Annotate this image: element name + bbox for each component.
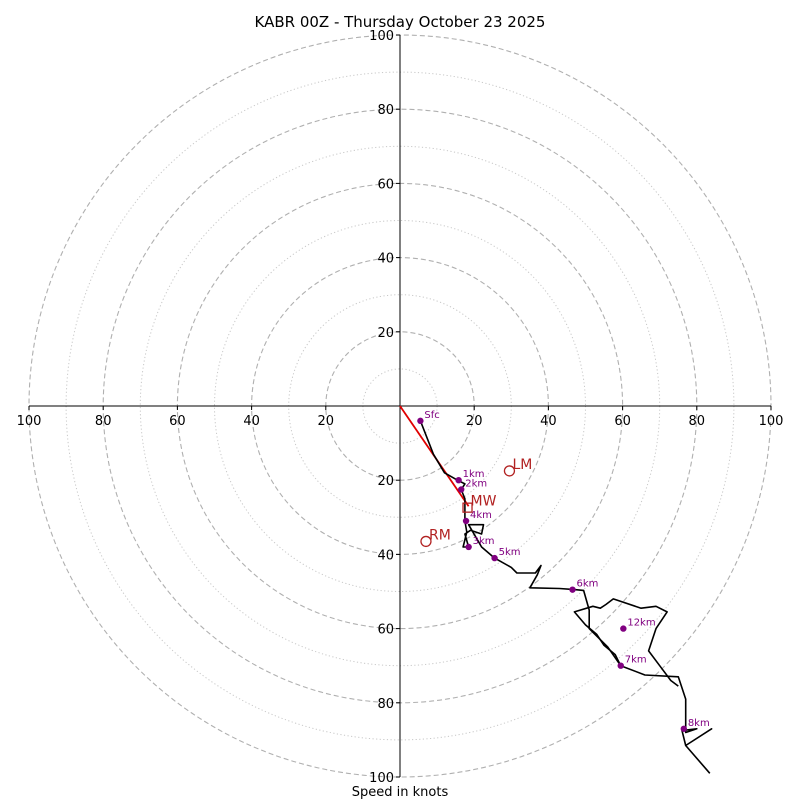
storm-motion-circle [503, 465, 516, 477]
height-marker-label: 3km [473, 536, 495, 547]
tick-labels: 100 80 60 40 20 20 40 60 80 100 100 80 60 40 20 20 40 60 8… [17, 29, 784, 786]
height-marker-label: 2km [465, 478, 487, 489]
y-tick-label: 40 [377, 252, 394, 267]
height-marker-dot [465, 543, 472, 551]
storm-motion-square [462, 502, 473, 513]
height-marker-dot [617, 662, 624, 669]
height-marker-dot [491, 554, 498, 562]
storm-motion-label: LM [512, 457, 532, 473]
x-tick-label: 40 [540, 414, 557, 429]
upper-wind-trace-line [573, 598, 679, 687]
height-marker-dot [417, 417, 424, 425]
storm-motion-circle [420, 535, 432, 548]
y-tick-label: 100 [369, 29, 394, 44]
x-tick-label: 80 [95, 414, 112, 429]
storm-motion-label: RM [429, 527, 451, 543]
height-marker-label: 12km [627, 618, 655, 629]
height-marker-label: Sfc [424, 410, 439, 421]
y-tick-label: 40 [377, 548, 394, 563]
x-tick-label: 80 [689, 414, 706, 429]
height-marker-dot [620, 625, 627, 632]
height-marker-dot [680, 725, 688, 732]
height-marker-dot [569, 586, 576, 593]
y-tick-label: 20 [377, 474, 394, 489]
x-tick-label: 100 [759, 414, 784, 429]
wind-traces [399, 405, 713, 774]
y-tick-label: 20 [377, 326, 394, 341]
x-tick-label: 60 [614, 414, 631, 429]
height-marker-dot [462, 517, 470, 525]
y-tick-label: 80 [377, 103, 394, 118]
height-marker-label: 1km [463, 469, 485, 480]
chart-title: KABR 00Z - Thursday October 23 2025 [255, 13, 546, 31]
height-marker-dot [458, 486, 465, 493]
height-marker-label: 6km [577, 579, 599, 590]
wind-trace-line [419, 420, 713, 774]
y-tick-label: 60 [377, 623, 394, 638]
height-marker-label: 7km [625, 655, 647, 666]
x-tick-label: 100 [17, 414, 42, 429]
height-marker-label: 8km [688, 718, 710, 729]
x-tick-label: 40 [243, 414, 260, 429]
y-tick-label: 100 [369, 771, 394, 786]
x-tick-label: 20 [466, 414, 483, 429]
y-tick-label: 80 [377, 697, 394, 712]
storm-motion-markers: LM MW RM [420, 457, 532, 548]
height-marker-dot [455, 477, 462, 484]
x-tick-label: 20 [318, 414, 335, 429]
height-marker-label: 4km [470, 510, 492, 521]
x-tick-label: 60 [169, 414, 186, 429]
height-marker-label: 5km [499, 547, 521, 558]
storm-motion-label: MW [471, 494, 497, 510]
y-tick-label: 60 [377, 177, 394, 192]
x-axis-label: Speed in knots [352, 785, 449, 800]
